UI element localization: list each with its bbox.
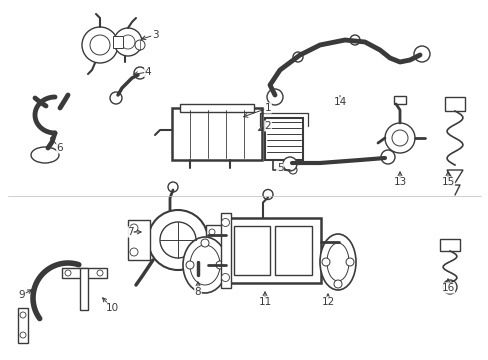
Circle shape	[168, 182, 178, 192]
Text: 1: 1	[264, 103, 271, 113]
Circle shape	[160, 222, 196, 258]
Text: 4: 4	[144, 67, 151, 77]
Text: 2: 2	[264, 121, 271, 131]
Bar	[128, 220, 150, 260]
Bar	[274, 225, 311, 275]
Text: 12: 12	[321, 297, 334, 307]
Circle shape	[288, 166, 296, 174]
Circle shape	[135, 40, 145, 50]
Circle shape	[380, 150, 394, 164]
Circle shape	[292, 52, 303, 62]
Ellipse shape	[326, 243, 348, 281]
Circle shape	[110, 92, 122, 104]
Circle shape	[65, 270, 71, 276]
Circle shape	[114, 28, 142, 56]
Bar	[205, 225, 224, 255]
Circle shape	[221, 219, 229, 226]
Text: 8: 8	[194, 287, 201, 297]
Bar	[113, 36, 123, 48]
Text: 3: 3	[151, 30, 158, 40]
Circle shape	[442, 280, 456, 294]
Circle shape	[201, 239, 208, 247]
Circle shape	[82, 27, 118, 63]
Text: 14: 14	[333, 97, 346, 107]
Circle shape	[208, 245, 215, 251]
Text: 6: 6	[57, 143, 63, 153]
Bar	[264, 118, 303, 160]
Circle shape	[266, 89, 283, 105]
Text: 13: 13	[392, 177, 406, 187]
Circle shape	[97, 270, 103, 276]
Circle shape	[134, 67, 146, 79]
Bar	[439, 239, 459, 251]
Circle shape	[349, 35, 359, 45]
Bar	[18, 308, 28, 343]
Circle shape	[20, 312, 26, 318]
Circle shape	[384, 123, 414, 153]
Bar	[225, 217, 320, 283]
Text: 9: 9	[19, 290, 25, 300]
Bar	[180, 104, 253, 112]
Ellipse shape	[183, 237, 226, 293]
Circle shape	[346, 258, 353, 266]
Bar	[80, 268, 88, 310]
Ellipse shape	[319, 234, 355, 290]
Bar	[172, 108, 262, 160]
Circle shape	[413, 46, 429, 62]
Circle shape	[121, 35, 135, 49]
Polygon shape	[446, 170, 462, 183]
Text: 15: 15	[441, 177, 454, 187]
Bar	[220, 212, 230, 288]
Circle shape	[130, 248, 138, 256]
Circle shape	[263, 189, 272, 199]
Bar	[62, 268, 107, 278]
Circle shape	[148, 210, 207, 270]
Circle shape	[221, 274, 229, 282]
Circle shape	[321, 258, 329, 266]
Text: 16: 16	[441, 283, 454, 293]
Circle shape	[391, 130, 407, 146]
Circle shape	[20, 332, 26, 338]
Circle shape	[130, 224, 138, 232]
Ellipse shape	[31, 147, 59, 163]
Circle shape	[333, 280, 341, 288]
Circle shape	[185, 261, 194, 269]
Text: 7: 7	[126, 227, 133, 237]
Circle shape	[216, 261, 224, 269]
Bar	[393, 96, 405, 104]
Ellipse shape	[190, 245, 220, 285]
Text: 5: 5	[276, 163, 283, 173]
Bar	[233, 225, 269, 275]
Circle shape	[208, 229, 215, 235]
Bar	[444, 97, 464, 111]
Text: 10: 10	[105, 303, 118, 313]
Circle shape	[283, 157, 296, 171]
Circle shape	[90, 35, 110, 55]
Text: 11: 11	[258, 297, 271, 307]
